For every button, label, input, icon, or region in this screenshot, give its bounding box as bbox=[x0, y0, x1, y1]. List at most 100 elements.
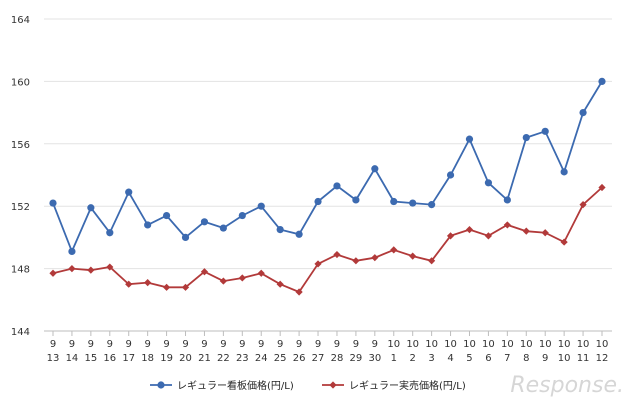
x-tick-label-month: 9 bbox=[258, 339, 264, 350]
data-point-series-1 bbox=[560, 168, 568, 176]
data-point-series-1 bbox=[446, 171, 455, 179]
data-point-series-1 bbox=[598, 77, 606, 85]
data-point-series-1 bbox=[200, 218, 209, 226]
x-tick-label-day: 24 bbox=[255, 353, 268, 364]
data-point-series-2 bbox=[371, 254, 379, 262]
x-tick-label-month: 9 bbox=[372, 339, 378, 350]
data-point-series-2 bbox=[428, 257, 436, 265]
x-tick-label-month: 9 bbox=[107, 339, 113, 350]
data-point-series-2 bbox=[125, 280, 133, 288]
data-point-series-1 bbox=[181, 233, 190, 241]
x-tick-label-day: 7 bbox=[504, 353, 510, 364]
data-point-series-2 bbox=[238, 274, 246, 282]
x-tick-label-day: 26 bbox=[293, 353, 306, 364]
data-point-series-2 bbox=[68, 265, 76, 273]
data-point-series-2 bbox=[144, 279, 152, 287]
x-tick-label-day: 10 bbox=[558, 353, 571, 364]
x-tick-label-month: 9 bbox=[239, 339, 245, 350]
data-point-series-1 bbox=[125, 188, 133, 196]
data-point-series-1 bbox=[390, 197, 398, 206]
x-tick-label-month: 10 bbox=[463, 339, 476, 350]
legend-label-1: レギュラー看板価格(円/L) bbox=[177, 379, 294, 392]
x-tick-label-day: 13 bbox=[47, 353, 60, 364]
x-tick-label-month: 10 bbox=[482, 339, 495, 350]
data-point-series-2 bbox=[181, 283, 190, 291]
data-point-series-1 bbox=[68, 247, 76, 256]
x-tick-label-day: 23 bbox=[236, 353, 249, 364]
x-tick-label-day: 16 bbox=[103, 353, 116, 364]
data-point-series-1 bbox=[238, 211, 246, 220]
x-tick-label-day: 6 bbox=[485, 353, 491, 364]
x-tick-label-month: 9 bbox=[353, 339, 359, 350]
data-point-series-2 bbox=[219, 277, 227, 285]
data-point-series-1 bbox=[352, 196, 360, 204]
x-tick-label-day: 4 bbox=[447, 353, 453, 364]
data-point-series-2 bbox=[162, 283, 171, 291]
data-point-series-1 bbox=[106, 229, 114, 237]
data-point-series-1 bbox=[314, 197, 322, 206]
x-tick-label-month: 9 bbox=[296, 339, 302, 350]
data-point-series-2 bbox=[446, 232, 455, 240]
data-point-series-1 bbox=[333, 182, 341, 190]
data-point-series-1 bbox=[295, 230, 303, 238]
x-tick-label-day: 12 bbox=[596, 353, 609, 364]
y-tick-label: 152 bbox=[11, 202, 30, 213]
data-point-series-1 bbox=[428, 201, 436, 209]
series-line-1 bbox=[52, 80, 603, 254]
x-tick-label-month: 9 bbox=[220, 339, 226, 350]
x-tick-label-month: 9 bbox=[88, 339, 94, 350]
data-point-series-2 bbox=[87, 266, 95, 274]
x-tick-label-month: 10 bbox=[539, 339, 552, 350]
data-point-series-1 bbox=[409, 199, 417, 207]
data-point-series-1 bbox=[522, 133, 530, 142]
data-point-series-2 bbox=[598, 183, 606, 192]
x-tick-label-day: 25 bbox=[274, 353, 287, 364]
data-point-series-2 bbox=[295, 288, 303, 296]
data-point-series-2 bbox=[200, 268, 209, 276]
data-point-series-1 bbox=[276, 226, 284, 234]
x-tick-label-month: 10 bbox=[444, 339, 457, 350]
x-tick-label-month: 9 bbox=[163, 339, 169, 350]
x-tick-label-day: 1 bbox=[391, 353, 397, 364]
data-point-series-1 bbox=[503, 196, 511, 204]
x-tick-label-day: 9 bbox=[542, 353, 548, 364]
data-point-series-2 bbox=[352, 257, 360, 265]
data-point-series-1 bbox=[162, 211, 171, 220]
legend-marker-1 bbox=[157, 381, 165, 389]
x-tick-label-day: 11 bbox=[577, 353, 590, 364]
x-tick-label-month: 9 bbox=[201, 339, 207, 350]
x-tick-label-day: 14 bbox=[66, 353, 79, 364]
x-tick-label-month: 10 bbox=[501, 339, 514, 350]
x-tick-label-month: 9 bbox=[277, 339, 283, 350]
x-tick-label-month: 10 bbox=[520, 339, 533, 350]
data-point-series-1 bbox=[257, 202, 265, 210]
x-tick-label-month: 10 bbox=[406, 339, 419, 350]
x-tick-label-month: 9 bbox=[334, 339, 340, 350]
x-tick-label-day: 18 bbox=[141, 353, 154, 364]
data-point-series-1 bbox=[49, 199, 57, 207]
data-point-series-1 bbox=[579, 109, 587, 117]
x-axis-tick-labels: 9139149159169179189199209219229239249259… bbox=[47, 339, 609, 364]
y-tick-label: 148 bbox=[11, 265, 30, 276]
data-point-series-2 bbox=[465, 226, 474, 234]
data-point-series-2 bbox=[522, 227, 530, 235]
x-tick-label-day: 28 bbox=[331, 353, 344, 364]
x-tick-label-month: 9 bbox=[69, 339, 75, 350]
x-tick-label-month: 9 bbox=[50, 339, 56, 350]
data-point-series-2 bbox=[541, 229, 549, 237]
y-axis-tick-labels: 144 148 152 156 160 164 bbox=[11, 15, 30, 338]
x-tick-label-month: 9 bbox=[315, 339, 321, 350]
data-point-series-2 bbox=[390, 246, 398, 254]
data-point-series-1 bbox=[465, 135, 474, 143]
y-tick-label: 160 bbox=[11, 77, 30, 88]
data-point-series-2 bbox=[106, 263, 114, 271]
y-tick-label: 156 bbox=[11, 140, 30, 151]
legend-marker-2 bbox=[329, 381, 337, 389]
data-point-series-1 bbox=[484, 179, 493, 187]
x-tick-label-month: 9 bbox=[144, 339, 150, 350]
x-tick-label-day: 29 bbox=[350, 353, 363, 364]
data-point-series-2 bbox=[503, 221, 511, 229]
data-point-series-1 bbox=[219, 224, 227, 232]
x-tick-label-day: 20 bbox=[179, 353, 192, 364]
